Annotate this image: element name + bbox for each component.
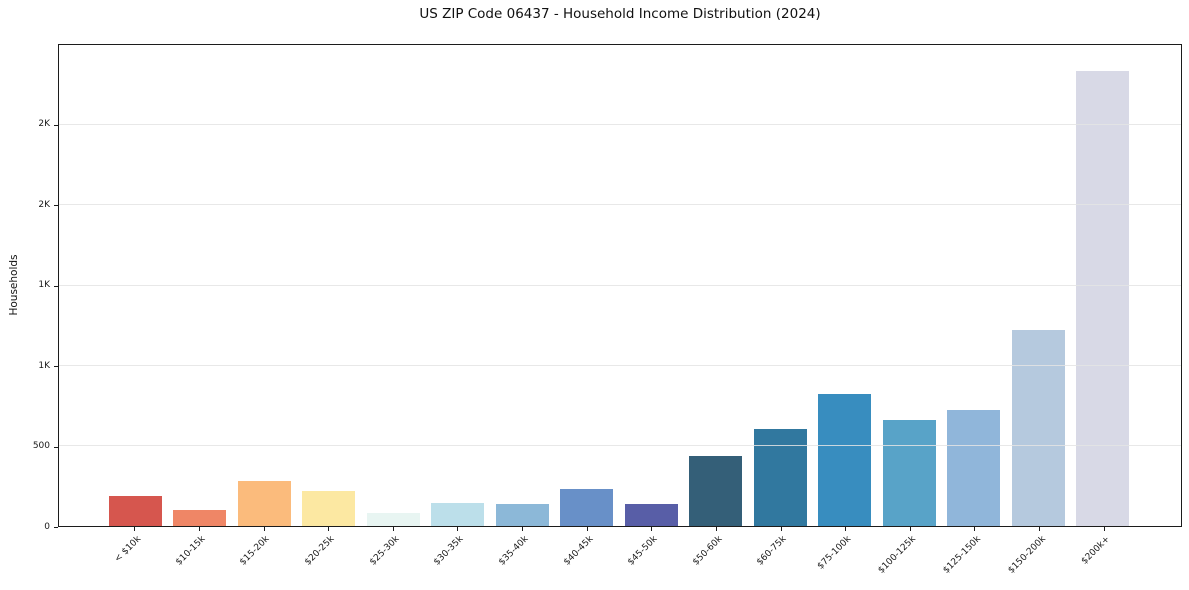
bar-slot (619, 45, 684, 526)
x-tick-label: < $10k (112, 534, 143, 565)
bar-$60-75k (753, 428, 807, 526)
x-tick-mark (780, 527, 782, 531)
x-tick-mark (134, 527, 136, 531)
y-tick-label: 1K (38, 280, 50, 290)
bar-$25-30k (366, 512, 420, 526)
bar-$75-100k (818, 393, 872, 526)
x-tick-mark (198, 527, 200, 531)
bar-slot (813, 45, 878, 526)
x-tick-label: $30-35k (432, 534, 466, 568)
x-tick-mark (328, 527, 330, 531)
bar-$125-150k (947, 410, 1001, 526)
x-tick-mark (974, 527, 976, 531)
bar-$20-25k (302, 490, 356, 526)
bars-container (59, 45, 1181, 526)
y-tick-label: 1K (38, 360, 50, 371)
x-tick-label: $50-60k (691, 534, 725, 568)
bar-slot (168, 45, 233, 526)
x-tick-label: $100-125k (876, 534, 919, 576)
y-tick-mark (54, 285, 58, 287)
y-tick-mark (54, 366, 58, 367)
x-tick-mark (651, 527, 653, 531)
bar-$100-125k (882, 419, 936, 526)
y-tick-mark (54, 527, 58, 528)
chart-title: US ZIP Code 06437 - Household Income Dis… (419, 6, 821, 22)
x-tick-label: $35-40k (497, 534, 531, 568)
bar-$150-200k (1011, 330, 1065, 526)
plot-area (58, 44, 1182, 527)
x-tick-label: $150-200k (1006, 534, 1048, 576)
x-tick-mark (909, 527, 911, 531)
bar-$30-35k (431, 502, 485, 526)
bar-$40-45k (560, 489, 614, 526)
bar-$45-50k (624, 504, 678, 526)
bar-slot (1006, 45, 1071, 526)
bar-slot (103, 45, 168, 526)
bar-$35-40k (495, 503, 549, 526)
x-tick-mark (586, 527, 588, 531)
x-tick-label: $15-20k (238, 534, 272, 568)
x-tick-label: $25-30k (367, 534, 402, 568)
x-tick-label: $45-50k (626, 534, 660, 568)
gridline (59, 124, 1181, 126)
gridline (59, 444, 1181, 446)
x-tick-label: $60-75k (755, 534, 789, 568)
gridline (59, 204, 1181, 206)
x-tick-label: $125-150k (941, 534, 983, 576)
bar-$50-60k (689, 456, 743, 526)
gridline (59, 364, 1181, 366)
x-tick-mark (457, 527, 459, 531)
x-tick-mark (263, 527, 265, 531)
bar-$10-15k (173, 509, 227, 526)
bar-slot (490, 45, 555, 526)
x-tick-label: $40-45k (561, 534, 596, 568)
bar-< $10k (108, 496, 162, 526)
x-tick-mark (522, 527, 524, 531)
x-tick-mark (392, 527, 394, 531)
x-tick-label: $10-15k (174, 534, 208, 568)
gridline (59, 284, 1181, 286)
bar-$200k+ (1076, 71, 1130, 526)
bar-slot (942, 45, 1007, 526)
bar-slot (426, 45, 491, 526)
x-tick-label: $75-100k (816, 534, 854, 572)
x-tick-mark (845, 527, 847, 531)
bar-slot (877, 45, 942, 526)
y-tick-label: 500 (32, 441, 50, 451)
y-tick-label: 0 (44, 521, 50, 532)
bar-slot (1071, 45, 1136, 526)
bar-slot (555, 45, 620, 526)
x-tick-mark (715, 527, 717, 531)
y-tick-mark (54, 205, 58, 206)
x-tick-mark (1039, 527, 1041, 531)
bar-$15-20k (237, 481, 291, 526)
x-tick-label: $200k+ (1079, 534, 1113, 567)
y-tick-label: 2K (38, 119, 50, 129)
y-tick-mark (54, 124, 58, 126)
bar-slot (748, 45, 813, 526)
y-tick-mark (54, 446, 58, 448)
bar-slot (232, 45, 297, 526)
bar-slot (297, 45, 362, 526)
x-tick-label: $20-25k (303, 534, 337, 568)
y-tick-label: 2K (38, 199, 50, 210)
x-tick-mark (1103, 527, 1105, 531)
bar-slot (684, 45, 749, 526)
bar-slot (361, 45, 426, 526)
